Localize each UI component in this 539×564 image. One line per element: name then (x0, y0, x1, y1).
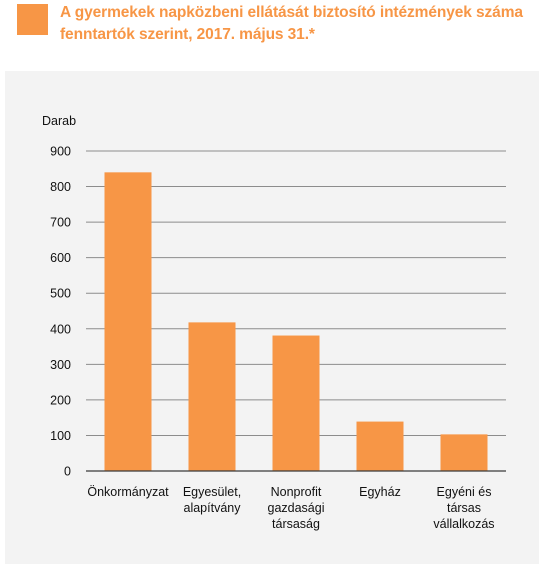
bar (188, 322, 236, 471)
y-tick-label: 400 (50, 322, 71, 336)
y-tick-label: 0 (64, 465, 71, 479)
bar (272, 335, 320, 471)
y-tick-label: 700 (50, 216, 71, 230)
y-tick-label: 600 (50, 251, 71, 265)
x-tick-label: Egyéni és társas vállalkozás (433, 485, 494, 531)
y-tick-label: 300 (50, 358, 71, 372)
chart-title: A gyermekek napközbeni ellátását biztosí… (60, 2, 538, 46)
chart-title-line-2: fenntartók szerint, 2017. május 31.* (60, 26, 315, 43)
y-tick-label: 200 (50, 393, 71, 407)
chart-title-line-1: A gyermekek napközbeni ellátását biztosí… (60, 4, 523, 21)
x-tick-label: Önkormányzat (87, 485, 169, 499)
x-tick-label: Egyház (359, 485, 401, 499)
x-tick-label: Nonprofit gazdasági társaság (268, 485, 325, 531)
y-axis-label: Darab (42, 114, 76, 128)
chart-panel: Darab 0 100 200 300 400 500 600 700 800 900 Önkormá… (5, 71, 539, 564)
bar (356, 421, 404, 471)
bar-chart: Darab 0 100 200 300 400 500 600 700 800 900 Önkormá… (42, 114, 506, 531)
y-tick-label: 900 (50, 145, 71, 159)
x-tick-label: Egyesület, alapítvány (183, 485, 241, 515)
y-tick-label: 800 (50, 180, 71, 194)
y-tick-label: 100 (50, 429, 71, 443)
title-marker (17, 4, 48, 35)
bar (104, 172, 152, 471)
y-tick-label: 500 (50, 287, 71, 301)
bar (440, 434, 488, 471)
